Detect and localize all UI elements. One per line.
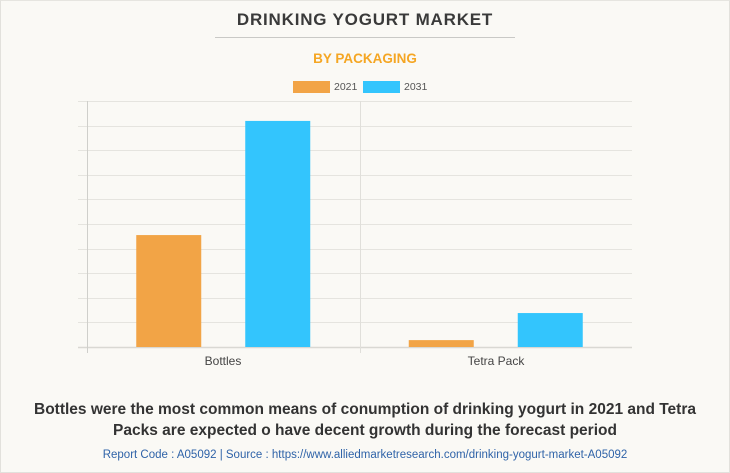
- bars: [136, 120, 583, 348]
- legend-label-2031: 2031: [404, 81, 428, 93]
- legend-label-2021: 2021: [334, 81, 358, 93]
- chart-subtitle: BY PACKAGING: [313, 51, 417, 66]
- x-axis-labels: Bottles Tetra Pack: [205, 354, 526, 368]
- bar-tetra-pack-2021[interactable]: [408, 340, 474, 347]
- x-tick-label-tetra-pack: Tetra Pack: [468, 354, 526, 368]
- legend-swatch-2021: [293, 81, 330, 93]
- bar-bottles-2021[interactable]: [136, 235, 202, 347]
- bar-tetra-pack-2031[interactable]: [517, 313, 583, 347]
- bar-bottles-2031[interactable]: [245, 120, 311, 348]
- chart-title: DRINKING YOGURT MARKET: [236, 10, 494, 29]
- legend-item-2031[interactable]: 2031: [363, 80, 427, 94]
- x-tick-label-bottles: Bottles: [205, 354, 242, 368]
- source-link[interactable]: Report Code : A05092 | Source : https://…: [102, 449, 628, 461]
- chart-caption: Bottles were the most common means of co…: [34, 401, 696, 439]
- legend: 2021 2031: [0, 80, 730, 94]
- title-divider: [215, 37, 515, 38]
- bar-chart: Bottles Tetra Pack: [78, 101, 632, 368]
- axes: [87, 101, 361, 353]
- legend-swatch-2031: [363, 81, 400, 93]
- legend-item-2021[interactable]: 2021: [293, 80, 357, 94]
